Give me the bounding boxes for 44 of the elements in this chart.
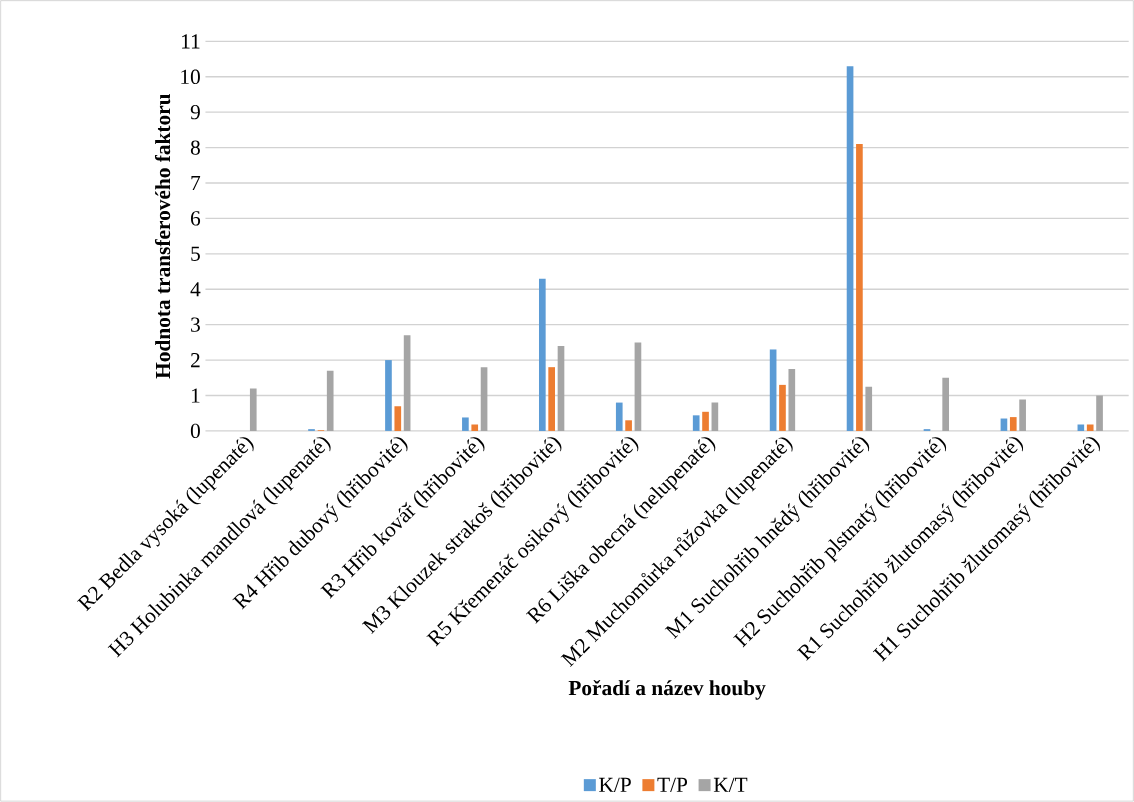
bar xyxy=(788,369,796,432)
bar xyxy=(1086,424,1094,432)
bar xyxy=(1019,399,1026,432)
bar xyxy=(615,402,623,432)
y-tick-label: 1 xyxy=(191,388,200,403)
legend-label: K/P xyxy=(599,777,631,793)
bar xyxy=(779,384,786,432)
bar xyxy=(625,420,632,432)
bar xyxy=(1096,395,1103,432)
y-tick-label: 2 xyxy=(191,353,200,368)
bar xyxy=(856,144,863,432)
y-tick-label: 9 xyxy=(190,105,200,120)
bar xyxy=(394,406,402,432)
bar xyxy=(326,370,334,432)
bar xyxy=(480,367,488,432)
bar xyxy=(385,360,392,432)
bar xyxy=(538,278,546,432)
bar xyxy=(692,415,700,432)
bar xyxy=(702,411,709,432)
y-tick-label: 3 xyxy=(191,317,200,332)
bar xyxy=(769,349,777,432)
bar xyxy=(403,335,411,432)
bar xyxy=(942,377,950,432)
x-axis-title: Pořadí a název houby xyxy=(568,680,766,700)
y-axis-title: Hodnota transferového faktoru xyxy=(154,94,171,379)
y-tick-label: 10 xyxy=(181,69,200,85)
bar xyxy=(557,346,565,432)
bar xyxy=(548,367,555,432)
y-tick-label: 7 xyxy=(191,176,201,191)
legend-label: T/P xyxy=(657,777,688,793)
bar xyxy=(471,424,479,432)
bar xyxy=(865,386,873,432)
bar xyxy=(249,388,257,432)
y-tick-label: 11 xyxy=(182,34,200,49)
y-tick-label: 8 xyxy=(190,140,200,155)
y-tick-label: 6 xyxy=(190,211,201,226)
bar xyxy=(846,66,854,432)
y-tick-label: 0 xyxy=(190,423,200,439)
bar xyxy=(1009,417,1017,432)
legend-label: K/T xyxy=(713,777,748,793)
y-tick-label: 4 xyxy=(190,282,201,297)
y-tick-label: 5 xyxy=(191,246,200,262)
bar xyxy=(634,342,642,432)
bar xyxy=(462,417,469,432)
